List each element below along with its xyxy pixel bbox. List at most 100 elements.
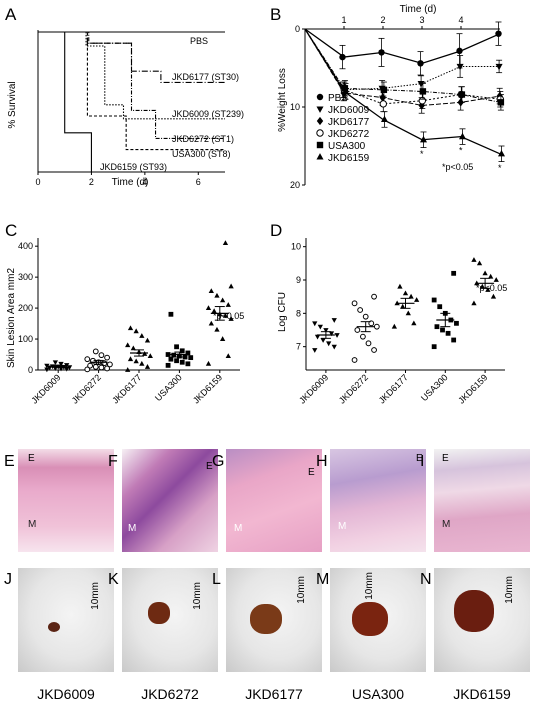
panel-letter-d: D	[270, 221, 282, 240]
panel-letter-c: C	[5, 221, 17, 240]
data-point	[351, 300, 358, 307]
data-point	[411, 320, 417, 326]
data-point	[362, 313, 369, 320]
data-point	[228, 283, 234, 289]
y-tick-label: 200	[18, 303, 33, 313]
panel-letter-n: N	[420, 571, 432, 588]
data-point	[408, 293, 414, 299]
data-point	[485, 287, 491, 292]
data-point	[44, 363, 50, 369]
data-point	[144, 364, 151, 369]
tissue-label-epidermis: E	[308, 467, 315, 478]
data-point	[456, 47, 463, 55]
lesion-mark	[148, 602, 170, 624]
data-point	[185, 361, 191, 367]
survival-series-label: JKD6159 (ST93)	[100, 162, 167, 172]
data-point	[208, 288, 214, 293]
data-point	[371, 347, 377, 353]
data-point	[185, 350, 191, 356]
data-point	[391, 323, 397, 329]
data-point	[456, 63, 464, 71]
data-point	[316, 106, 324, 113]
x-tick-label: 2	[380, 15, 385, 25]
data-point	[373, 323, 380, 330]
category-label: USA300	[419, 372, 450, 403]
data-point	[205, 305, 212, 311]
panel-letter-b: B	[270, 5, 281, 24]
data-point	[419, 135, 428, 143]
category-label: JKD6272	[337, 372, 370, 405]
category-label: JKD6009	[29, 372, 62, 405]
data-point	[133, 328, 139, 334]
y-tick-label: 0	[295, 24, 300, 34]
survival-series-label: JKD6272 (ST1)	[172, 134, 234, 144]
data-point	[165, 352, 171, 357]
data-point	[495, 63, 503, 71]
data-point	[379, 100, 387, 108]
histology-image-f: E M	[122, 449, 218, 552]
data-point	[458, 91, 466, 98]
data-point	[165, 362, 171, 368]
data-point	[58, 361, 64, 367]
data-point	[125, 342, 131, 348]
data-point	[482, 270, 488, 276]
panel-letter-e: E	[4, 453, 15, 470]
significance-star: *	[459, 146, 463, 156]
data-point	[476, 260, 483, 266]
data-point	[320, 338, 326, 343]
data-point	[139, 333, 145, 338]
data-point	[431, 297, 437, 303]
survival-line-1	[38, 31, 225, 83]
survival-series-label: JKD6009 (ST239)	[172, 109, 244, 119]
weight-loss-line-4	[304, 28, 501, 103]
mouse-photo-k: 10mm	[122, 568, 218, 672]
data-point	[219, 297, 226, 303]
data-point	[331, 318, 337, 323]
legend-entry: JKD6177	[328, 117, 370, 128]
data-point	[326, 341, 332, 347]
scale-bar-label: 10mm	[192, 582, 203, 610]
data-point	[104, 354, 110, 361]
data-point	[174, 358, 179, 364]
lesion-pvalue: *p<0.05	[213, 311, 244, 321]
panel-letter-i: I	[420, 453, 425, 470]
data-point	[331, 344, 337, 350]
data-point	[84, 356, 91, 363]
tissue-label-muscle: M	[28, 519, 37, 530]
data-point	[479, 283, 485, 289]
legend-entry: USA300	[328, 141, 366, 152]
data-point	[104, 365, 110, 372]
y-tick-label: 8	[296, 308, 301, 318]
data-point	[458, 132, 467, 140]
panel-letter-j: J	[4, 571, 12, 588]
y-tick-label: 400	[18, 241, 33, 251]
weight-loss-line-1	[304, 28, 500, 91]
tissue-label-epidermis: E	[416, 453, 423, 464]
mouse-photo-l: 10mm	[226, 568, 322, 672]
data-point	[339, 53, 346, 61]
data-point	[341, 85, 349, 92]
data-point	[354, 327, 361, 333]
y-tick-label: 0	[28, 365, 33, 375]
data-point	[188, 355, 194, 361]
mouse-photo-j: 10mm	[18, 568, 114, 672]
data-point	[495, 30, 502, 37]
data-point	[334, 333, 340, 338]
y-tick-label: 10	[291, 242, 301, 252]
lesion-mark	[48, 622, 60, 632]
data-point	[471, 257, 477, 262]
data-point	[312, 348, 318, 353]
weight-loss-line-3	[304, 28, 501, 105]
y-tick-label: 10	[290, 102, 300, 112]
weight-loss-line-0	[304, 28, 501, 64]
x-tick-label: 0	[35, 177, 40, 187]
data-point	[87, 362, 94, 369]
survival-x-label: Time (d)	[112, 177, 149, 188]
data-point	[130, 345, 136, 351]
mouse-photo-n: 10mm	[434, 568, 530, 672]
significance-star: *	[498, 163, 502, 173]
data-point	[497, 149, 506, 157]
strain-label-jkd6177: JKD6177	[245, 686, 303, 702]
data-point	[497, 99, 505, 106]
